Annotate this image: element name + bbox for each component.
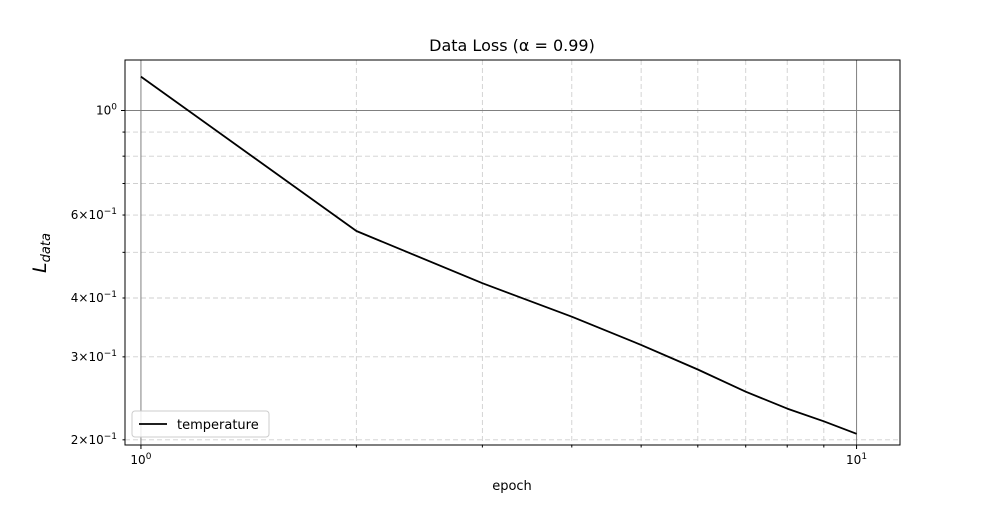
x-tick-label: 100 [130, 452, 151, 467]
x-tick-label: 101 [846, 452, 867, 467]
reference-lines [125, 60, 900, 445]
series-layer [140, 75, 857, 435]
y-axis-label: Ldata [29, 233, 54, 273]
series-line-temperature [140, 75, 857, 435]
y-tick-label: 4×10−1 [71, 290, 117, 305]
y-tick-label: 2×10−1 [71, 432, 117, 447]
chart-title: Data Loss (α = 0.99) [429, 36, 595, 55]
tick-layer: 100 101 100 6×10−1 4×10−1 3×10−1 2×10−1 [71, 103, 867, 467]
y-axis-label-sub: data [39, 233, 54, 262]
y-tick-label: 100 [96, 103, 117, 118]
grid-layer [125, 60, 900, 445]
y-tick-label: 6×10−1 [71, 207, 117, 222]
y-tick-label: 3×10−1 [71, 349, 117, 364]
legend: temperature [131, 410, 270, 438]
x-axis-label: epoch [492, 479, 532, 494]
legend-box [131, 410, 270, 438]
legend-label-temperature: temperature [177, 418, 259, 433]
y-axis-label-main: L [29, 262, 51, 273]
